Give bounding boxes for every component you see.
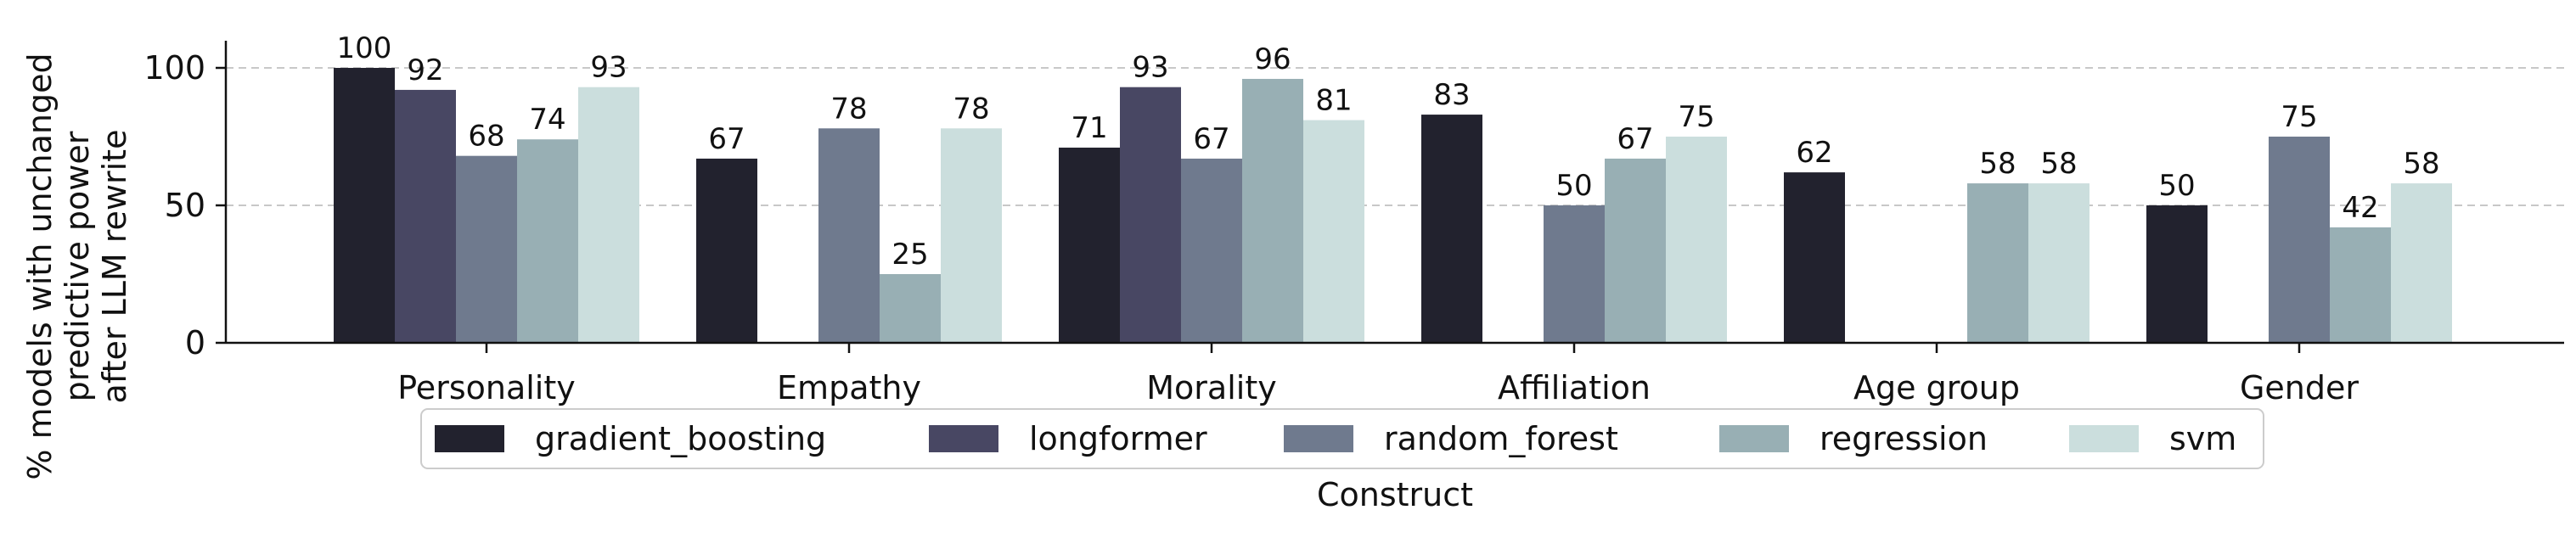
- data-label: 74: [529, 103, 565, 137]
- bars: [334, 68, 2452, 344]
- data-label: 58: [1979, 147, 2016, 181]
- bar-gradient_boosting-age-group: [1784, 172, 1845, 343]
- bar-gradient_boosting-empathy: [696, 158, 757, 343]
- legend-swatch-gradient_boosting: [435, 425, 504, 452]
- data-label: 67: [708, 122, 745, 156]
- data-label: 93: [590, 51, 627, 85]
- bar-longformer-morality: [1120, 87, 1181, 344]
- data-label: 25: [891, 238, 928, 272]
- bar-random_forest-personality: [456, 155, 517, 343]
- x-tick-label: Empathy: [777, 369, 921, 406]
- bar-regression-gender: [2330, 227, 2391, 343]
- data-labels: 100 92 68 74 93 67 78 25 78 71 93 67 96 81 83 50 67 75 62 5…: [337, 31, 2440, 272]
- legend-swatch-svm: [2069, 425, 2139, 452]
- bar-svm-empathy: [941, 128, 1002, 343]
- data-label: 58: [2403, 147, 2439, 181]
- legend-swatch-regression: [1719, 425, 1789, 452]
- data-label: 83: [1433, 78, 1470, 112]
- data-label: 93: [1132, 51, 1168, 85]
- bar-gradient_boosting-gender: [2146, 205, 2208, 343]
- bar-gradient_boosting-affiliation: [1421, 115, 1482, 343]
- bar-regression-affiliation: [1605, 158, 1666, 343]
- x-tick-label: Morality: [1146, 369, 1276, 406]
- data-label: 50: [1555, 169, 1592, 203]
- bar-regression-empathy: [880, 274, 941, 343]
- y-tick-label: 0: [185, 324, 205, 361]
- data-label: 62: [1796, 136, 1832, 170]
- x-tick-label: Gender: [2240, 369, 2359, 406]
- x-tick-label: Affiliation: [1498, 369, 1651, 406]
- y-tick-label: 50: [165, 187, 205, 224]
- data-label: 78: [830, 92, 867, 126]
- bar-random_forest-affiliation: [1544, 205, 1605, 343]
- bar-random_forest-empathy: [818, 128, 880, 343]
- y-tick-label: 100: [143, 49, 205, 87]
- legend-swatch-random_forest: [1284, 425, 1353, 452]
- legend-label: gradient_boosting: [535, 420, 826, 457]
- bar-regression-personality: [517, 139, 578, 343]
- data-label: 75: [2281, 100, 2317, 134]
- x-axis-title: Construct: [1317, 476, 1473, 513]
- data-label: 67: [1193, 122, 1229, 156]
- data-label: 75: [1678, 100, 1714, 134]
- legend-label: random_forest: [1384, 420, 1618, 457]
- data-label: 100: [337, 31, 392, 65]
- data-label: 78: [953, 92, 989, 126]
- bar-gradient_boosting-personality: [334, 68, 395, 343]
- bar-random_forest-gender: [2269, 137, 2330, 343]
- data-label: 68: [468, 120, 504, 154]
- axes: 0 50 100 Personality Empathy Morality Affiliat…: [143, 41, 2564, 406]
- data-label: 50: [2158, 169, 2195, 203]
- bar-svm-morality: [1303, 120, 1364, 343]
- legend-swatch-longformer: [929, 425, 998, 452]
- bar-longformer-personality: [395, 89, 456, 344]
- bar-svm-personality: [578, 87, 639, 344]
- data-label: 71: [1071, 111, 1107, 145]
- bar-svm-affiliation: [1666, 137, 1727, 343]
- y-axis-title: % models with unchanged predictive power a…: [21, 53, 133, 479]
- data-label: 67: [1617, 122, 1653, 156]
- data-label: 58: [2040, 147, 2077, 181]
- bar-gradient_boosting-morality: [1059, 147, 1120, 343]
- bar-regression-age-group: [1967, 183, 2028, 343]
- x-tick-label: Personality: [397, 369, 575, 406]
- legend-label: regression: [1820, 420, 1988, 457]
- y-axis-title-line: predictive power: [59, 131, 96, 401]
- x-tick-label: Age group: [1853, 369, 2020, 406]
- bar-regression-morality: [1242, 78, 1303, 344]
- data-label: 81: [1315, 84, 1352, 118]
- bar-random_forest-morality: [1181, 158, 1242, 343]
- data-label: 92: [407, 53, 443, 87]
- legend-label: longformer: [1029, 420, 1207, 457]
- data-label: 42: [2342, 191, 2378, 225]
- y-axis-title-line: % models with unchanged: [21, 53, 59, 479]
- legend: gradient_boosting longformer random_forest…: [420, 408, 2264, 469]
- bar-svm-gender: [2391, 183, 2452, 343]
- data-label: 96: [1254, 42, 1291, 76]
- y-axis-title-line: after LLM rewrite: [96, 130, 133, 404]
- bar-svm-age-group: [2028, 183, 2089, 343]
- legend-label: svm: [2169, 420, 2236, 457]
